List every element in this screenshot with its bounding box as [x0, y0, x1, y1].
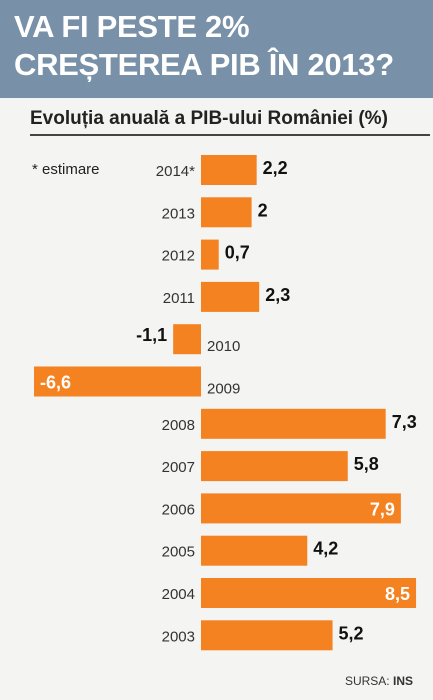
bar-2007	[201, 451, 348, 482]
year-label: 2011	[163, 290, 195, 307]
year-label: 2007	[162, 459, 195, 476]
year-label: 2005	[162, 544, 195, 561]
source-credit: SURSA: INS	[345, 674, 413, 688]
year-label: 2012	[162, 248, 195, 265]
value-label: 5,2	[339, 623, 364, 643]
bar-2005	[201, 535, 308, 566]
value-label: 2,3	[265, 285, 290, 305]
value-label: 2	[258, 200, 268, 220]
value-label: 5,8	[354, 454, 379, 474]
bar-2013	[201, 197, 252, 228]
bar-2008	[201, 408, 386, 439]
subtitle-divider	[30, 134, 430, 136]
value-label: 7,9	[370, 499, 395, 519]
bar-2010	[173, 324, 201, 355]
year-label: 2006	[162, 501, 195, 518]
source-label: SURSA:	[344, 674, 390, 688]
bar-2006	[201, 493, 401, 524]
value-label: -1,1	[136, 325, 167, 345]
year-label: 2010	[207, 338, 240, 355]
page-title: VA FI PESTE 2% CREȘTEREA PIB ÎN 2013?	[14, 9, 394, 82]
year-label: 2013	[162, 205, 195, 222]
bar-2011	[201, 281, 260, 312]
chart-subtitle: Evoluția anuală a PIB-ului României (%)	[30, 108, 388, 129]
value-label: 4,2	[313, 539, 338, 559]
bar-2003	[201, 620, 333, 651]
year-label: 2009	[207, 381, 240, 398]
value-label: -6,6	[40, 373, 71, 393]
year-label: 2008	[162, 417, 195, 434]
value-label: 8,5	[385, 584, 410, 604]
header-banner: VA FI PESTE 2% CREȘTEREA PIB ÎN 2013?	[0, 0, 433, 98]
year-label: 2003	[162, 628, 195, 645]
bar-2014	[201, 155, 257, 185]
value-label: 2,2	[263, 158, 288, 178]
year-label: 2004	[162, 586, 195, 603]
source-value: INS	[392, 674, 413, 688]
year-label: 2014*	[156, 163, 195, 180]
bar-2004	[201, 578, 417, 608]
value-label: 7,3	[392, 412, 417, 432]
bar-2012	[201, 239, 219, 270]
bar-2009	[34, 366, 201, 397]
estimate-note: * estimare	[32, 161, 100, 178]
value-label: 0,7	[225, 243, 250, 263]
